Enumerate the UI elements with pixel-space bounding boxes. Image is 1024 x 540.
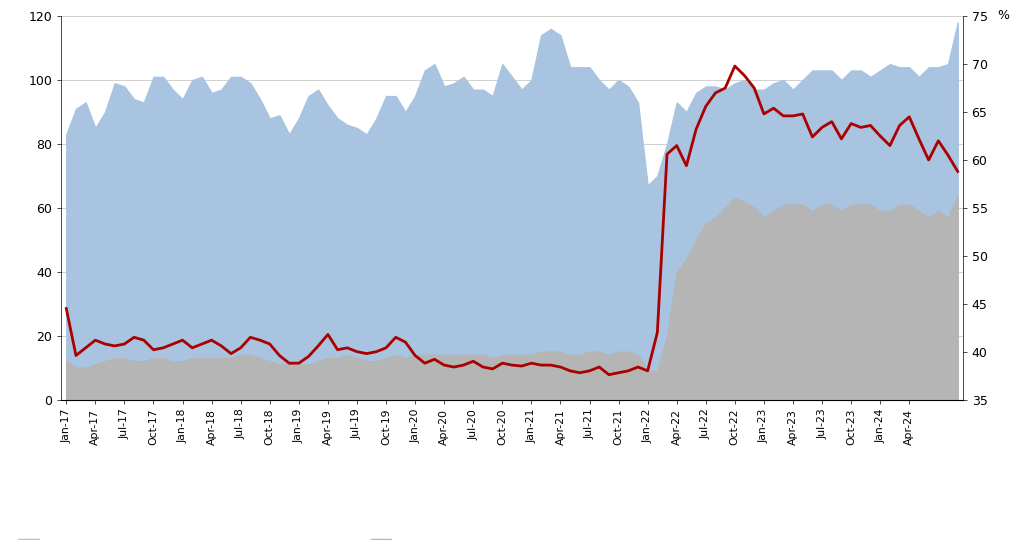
Legend: Exports to other countries, index, 2018=100 (left axis), Exports to Russia index: Exports to other countries, index, 2018=…	[13, 535, 956, 540]
Y-axis label: %: %	[997, 9, 1009, 22]
